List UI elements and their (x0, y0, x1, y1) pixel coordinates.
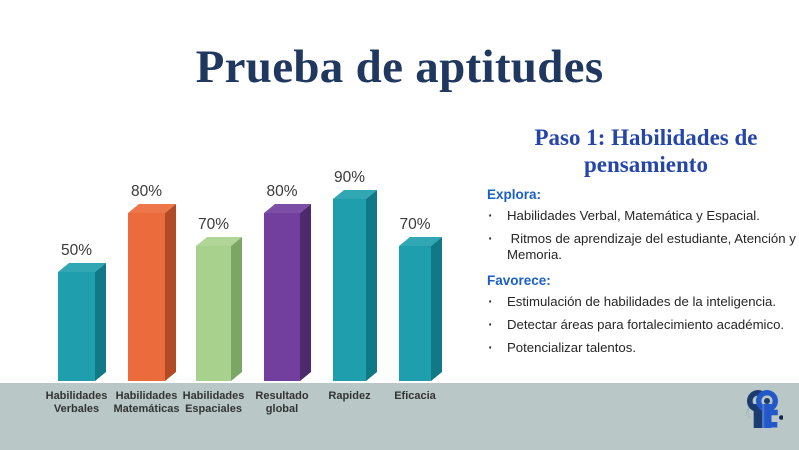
svg-text:90%: 90% (334, 169, 365, 186)
svg-text:Habilidades: Habilidades (46, 390, 108, 402)
svg-text:Matemáticas: Matemáticas (113, 403, 179, 415)
svg-text:Eficacia: Eficacia (394, 390, 436, 402)
svg-text:80%: 80% (131, 183, 162, 200)
svg-text:80%: 80% (266, 183, 297, 200)
svg-text:global: global (266, 403, 298, 415)
svg-text:Habilidades: Habilidades (183, 390, 245, 402)
svg-text:70%: 70% (399, 216, 430, 233)
svg-text:Espaciales: Espaciales (185, 403, 242, 415)
svg-text:50%: 50% (61, 242, 92, 259)
svg-text:Resultado: Resultado (255, 390, 308, 402)
svg-text:Rapidez: Rapidez (328, 390, 371, 402)
svg-text:70%: 70% (198, 216, 229, 233)
svg-text:Verbales: Verbales (54, 403, 99, 415)
svg-text:Habilidades: Habilidades (116, 390, 178, 402)
